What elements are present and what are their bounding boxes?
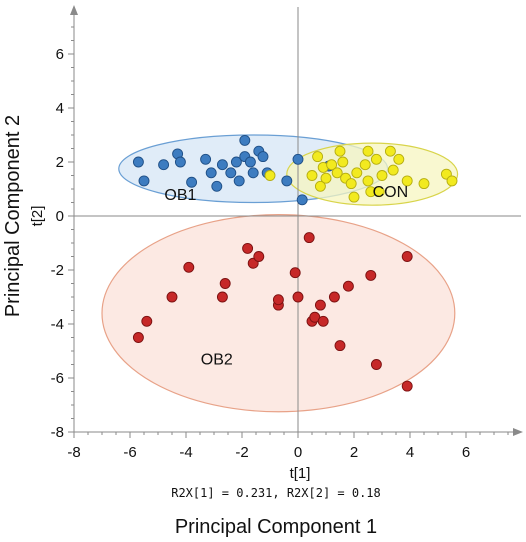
x-tick-label: 0 (294, 444, 302, 461)
point-con (320, 172, 332, 184)
y-axis-title: Principal Component 2 (2, 115, 24, 317)
point-ob2 (141, 315, 153, 327)
point-con (359, 159, 371, 171)
point-con (312, 151, 324, 163)
point-con (370, 153, 382, 165)
y-tick-label: -4 (51, 316, 64, 333)
point-con (418, 178, 430, 190)
point-ob2 (272, 294, 284, 306)
point-ob1 (174, 156, 186, 168)
point-con (393, 153, 405, 165)
point-con (334, 145, 346, 157)
point-ob1 (225, 167, 237, 179)
point-ob1 (239, 134, 251, 146)
point-ob1 (216, 159, 228, 171)
group-labels: OB1 CON OB2 (164, 184, 408, 368)
x-axis-arrow (513, 428, 523, 436)
point-con (345, 178, 357, 190)
point-ob1 (158, 159, 170, 171)
point-ob1 (230, 156, 242, 168)
point-ob1 (281, 175, 293, 187)
point-con (348, 191, 360, 203)
y-tick-label: 4 (56, 100, 64, 117)
ellipse-con (286, 142, 459, 206)
point-ob2 (132, 332, 144, 343)
point-ob2 (334, 340, 346, 352)
point-con (376, 170, 388, 181)
point-ob2 (219, 278, 231, 289)
y-axis-arrow (70, 5, 78, 15)
point-ob2 (370, 359, 382, 370)
x-tick-label: -4 (179, 444, 192, 461)
point-ob1 (233, 175, 245, 187)
point-ob1 (211, 180, 223, 192)
y-tick-label: -2 (51, 262, 64, 279)
axis-ticks (68, 26, 509, 438)
point-con (373, 186, 385, 198)
point-ob1 (205, 167, 217, 179)
point-ob1 (257, 151, 269, 163)
y-tick-label: -8 (51, 424, 64, 441)
point-con (314, 180, 326, 192)
point-ob2 (183, 261, 195, 273)
group-label-ob2: OB2 (201, 352, 233, 369)
point-ob2 (242, 242, 254, 254)
x-axis-title: Principal Component 1 (175, 516, 377, 538)
point-ob1 (296, 194, 308, 206)
point-con (337, 156, 349, 168)
group-label-con: CON (373, 184, 409, 201)
point-ob2 (166, 291, 178, 303)
axes: -8 -6 -4 -2 0 2 4 6 -8 -6 -4 -2 0 2 4 6 (51, 5, 523, 461)
point-con (362, 145, 374, 157)
point-ob2 (216, 291, 228, 303)
point-con (331, 167, 343, 179)
point-ob1 (186, 176, 198, 188)
point-ob1 (244, 156, 256, 168)
point-con (384, 145, 396, 157)
point-ob2 (365, 269, 377, 281)
point-ob2 (292, 291, 304, 303)
x-tick-label: 4 (406, 444, 414, 461)
point-ob1 (138, 175, 150, 187)
x-tick-label: -8 (67, 444, 80, 461)
x-tick-label: 2 (350, 444, 358, 461)
point-con (401, 175, 413, 187)
x-tick-label: -2 (235, 444, 248, 461)
point-ob2 (328, 291, 340, 303)
x-tick-label: -6 (123, 444, 136, 461)
point-con (387, 164, 399, 176)
point-con (264, 170, 276, 181)
y-tick-label: -6 (51, 370, 64, 387)
point-con (351, 167, 363, 179)
x-axis-short-label: t[1] (290, 465, 311, 482)
point-ob1 (132, 156, 144, 168)
point-ob1 (247, 167, 259, 179)
point-ob2 (303, 232, 315, 244)
tick-labels: -8 -6 -4 -2 0 2 4 6 -8 -6 -4 -2 0 2 4 6 (51, 46, 471, 461)
y-axis-short-label: t[2] (29, 206, 46, 227)
point-ob1 (200, 153, 212, 165)
point-ob2 (401, 251, 413, 262)
y-tick-label: 0 (56, 208, 64, 225)
point-ob2 (253, 251, 265, 262)
y-tick-label: 2 (56, 154, 64, 171)
point-con (362, 175, 374, 187)
point-ob2 (342, 280, 354, 292)
group-label-ob1: OB1 (164, 187, 196, 204)
point-ob2 (314, 299, 326, 311)
point-ob1 (292, 153, 304, 165)
data-points (132, 134, 458, 392)
point-con (446, 175, 458, 187)
variance-note: R2X[1] = 0.231, R2X[2] = 0.18 (171, 486, 381, 500)
point-con (326, 159, 338, 171)
ellipse-ob2 (101, 214, 456, 413)
point-ob2 (401, 380, 413, 392)
point-con (306, 170, 318, 181)
x-tick-label: 6 (462, 444, 470, 461)
point-ob2 (317, 315, 329, 327)
y-tick-label: 6 (56, 46, 64, 63)
point-ob2 (289, 267, 301, 279)
